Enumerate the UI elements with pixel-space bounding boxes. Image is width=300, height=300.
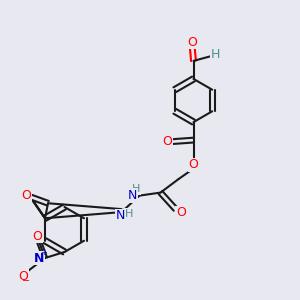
Text: H: H bbox=[125, 208, 133, 219]
Text: −: − bbox=[22, 276, 30, 286]
Text: H: H bbox=[211, 47, 220, 61]
Text: O: O bbox=[162, 135, 172, 148]
Text: N: N bbox=[128, 189, 138, 202]
Text: O: O bbox=[189, 158, 198, 172]
Text: H: H bbox=[132, 184, 140, 194]
Text: O: O bbox=[187, 36, 197, 49]
Text: N: N bbox=[115, 209, 125, 222]
Text: O: O bbox=[33, 230, 42, 243]
Text: O: O bbox=[176, 206, 186, 219]
Text: +: + bbox=[40, 248, 47, 257]
Text: N: N bbox=[34, 251, 44, 265]
Text: O: O bbox=[18, 269, 28, 283]
Text: O: O bbox=[21, 189, 31, 202]
